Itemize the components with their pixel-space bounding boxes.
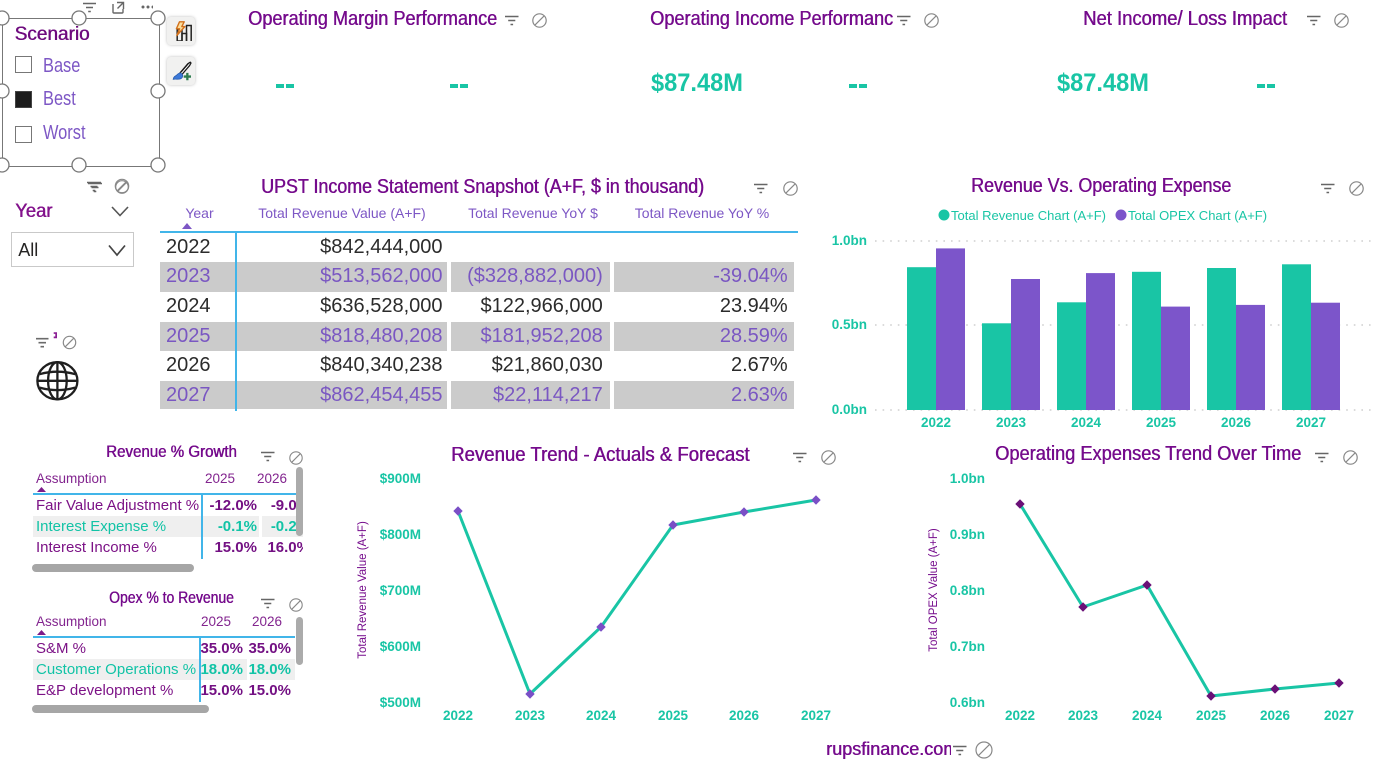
svg-text:2026: 2026 xyxy=(729,708,760,723)
svg-text:2023: 2023 xyxy=(1068,708,1099,723)
svg-text:$600M: $600M xyxy=(380,639,421,654)
svg-text:2023: 2023 xyxy=(996,415,1027,430)
svg-text:Total OPEX Chart (A+F): Total OPEX Chart (A+F) xyxy=(1128,208,1267,223)
svg-text:Total Revenue Chart (A+F): Total Revenue Chart (A+F) xyxy=(951,208,1106,223)
svg-text:2027: 2027 xyxy=(1296,415,1326,430)
svg-text:1.0bn: 1.0bn xyxy=(950,471,985,486)
svg-text:Total Revenue Value (A+F): Total Revenue Value (A+F) xyxy=(357,521,369,659)
svg-text:0.0bn: 0.0bn xyxy=(832,402,867,417)
svg-text:$700M: $700M xyxy=(380,583,421,598)
svg-text:$800M: $800M xyxy=(380,527,421,542)
svg-text:Total OPEX Value (A+F): Total OPEX Value (A+F) xyxy=(928,528,940,652)
svg-text:2024: 2024 xyxy=(1132,708,1163,723)
svg-text:1.0bn: 1.0bn xyxy=(832,233,867,248)
svg-text:2022: 2022 xyxy=(921,415,951,430)
svg-text:2023: 2023 xyxy=(515,708,546,723)
svg-text:0.5bn: 0.5bn xyxy=(832,317,867,332)
svg-text:2027: 2027 xyxy=(801,708,831,723)
svg-text:2025: 2025 xyxy=(1196,708,1227,723)
svg-text:0.8bn: 0.8bn xyxy=(950,583,985,598)
svg-text:2027: 2027 xyxy=(1324,708,1354,723)
svg-text:2025: 2025 xyxy=(1146,415,1177,430)
svg-text:2025: 2025 xyxy=(658,708,689,723)
svg-text:2022: 2022 xyxy=(443,708,473,723)
svg-text:$900M: $900M xyxy=(380,471,421,486)
svg-text:2024: 2024 xyxy=(586,708,617,723)
svg-text:2022: 2022 xyxy=(1005,708,1035,723)
svg-text:2026: 2026 xyxy=(1221,415,1252,430)
svg-text:$500M: $500M xyxy=(380,695,421,710)
svg-text:0.6bn: 0.6bn xyxy=(950,695,985,710)
svg-text:0.7bn: 0.7bn xyxy=(950,639,985,654)
svg-text:2026: 2026 xyxy=(1260,708,1291,723)
svg-text:0.9bn: 0.9bn xyxy=(950,527,985,542)
svg-text:2024: 2024 xyxy=(1071,415,1102,430)
